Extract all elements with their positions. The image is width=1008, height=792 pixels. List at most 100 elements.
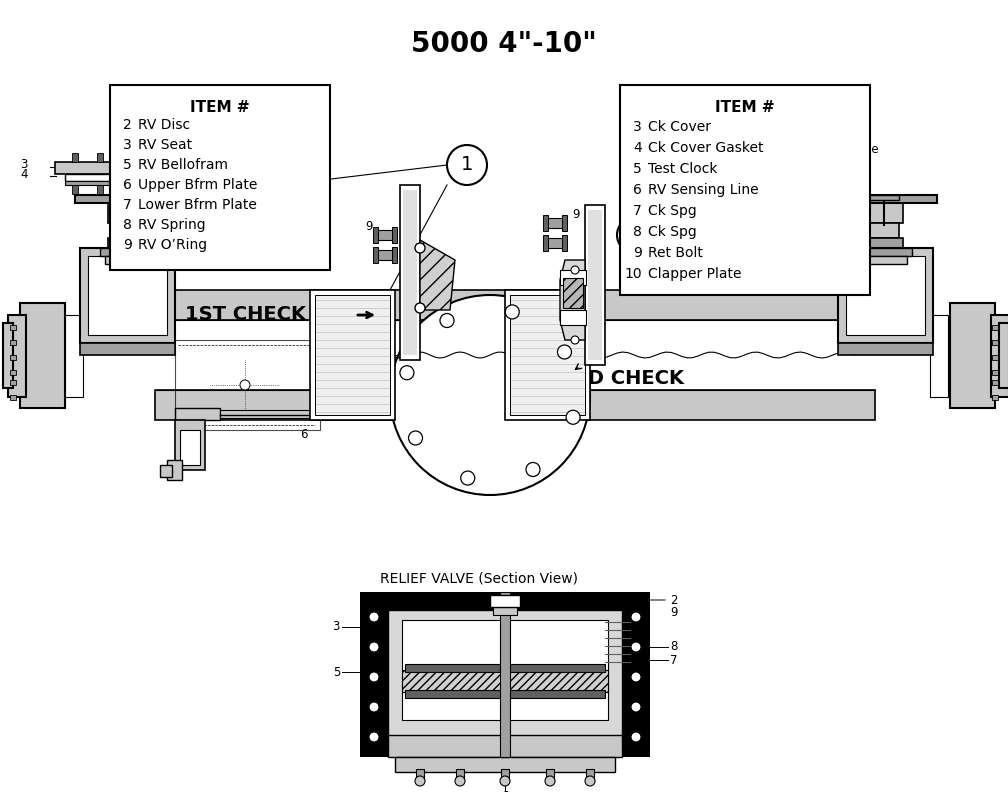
Bar bbox=[72, 153, 78, 162]
Bar bbox=[65, 181, 230, 185]
Bar bbox=[992, 340, 998, 345]
Circle shape bbox=[440, 314, 454, 328]
Text: 8: 8 bbox=[123, 218, 132, 232]
Text: 2: 2 bbox=[123, 118, 132, 132]
Bar bbox=[490, 595, 520, 607]
Text: 2: 2 bbox=[629, 226, 641, 244]
Bar bbox=[10, 395, 16, 400]
Text: ITEM #: ITEM # bbox=[716, 100, 775, 115]
Bar bbox=[562, 235, 566, 251]
Text: 8 Ck Spg: 8 Ck Spg bbox=[780, 106, 833, 120]
Text: 5000 4"-10": 5000 4"-10" bbox=[411, 30, 597, 58]
Bar bbox=[545, 218, 563, 228]
Bar bbox=[620, 85, 870, 295]
Text: 6: 6 bbox=[633, 183, 642, 197]
Bar bbox=[392, 247, 397, 263]
Text: 9: 9 bbox=[633, 246, 642, 260]
Bar bbox=[287, 132, 319, 137]
Bar bbox=[80, 248, 175, 343]
Bar bbox=[108, 203, 146, 223]
Text: Clapper Plate: Clapper Plate bbox=[648, 267, 742, 281]
Circle shape bbox=[390, 295, 590, 495]
Bar bbox=[395, 757, 615, 772]
Text: Upper Bfrm Plate: Upper Bfrm Plate bbox=[138, 178, 257, 192]
Bar bbox=[950, 303, 995, 408]
Bar bbox=[155, 320, 875, 390]
Bar bbox=[992, 395, 998, 400]
Bar bbox=[122, 153, 128, 162]
Circle shape bbox=[415, 243, 425, 253]
Bar bbox=[400, 185, 420, 360]
Bar bbox=[105, 256, 150, 264]
Bar bbox=[585, 205, 605, 365]
Circle shape bbox=[631, 612, 641, 622]
Bar bbox=[373, 247, 378, 263]
Text: 2: 2 bbox=[670, 593, 677, 607]
Bar bbox=[175, 420, 205, 470]
Text: Lower Bfrm Plate: Lower Bfrm Plate bbox=[138, 198, 257, 212]
Text: 5: 5 bbox=[333, 665, 340, 679]
Text: 5: 5 bbox=[320, 124, 328, 136]
Text: RV Seat: RV Seat bbox=[138, 138, 193, 152]
Circle shape bbox=[571, 266, 579, 274]
Bar bbox=[560, 310, 586, 325]
Bar bbox=[202, 185, 208, 194]
Bar bbox=[500, 592, 510, 757]
Circle shape bbox=[415, 776, 425, 786]
Bar bbox=[97, 153, 103, 162]
Bar bbox=[586, 769, 594, 781]
Bar bbox=[992, 325, 998, 330]
Circle shape bbox=[631, 672, 641, 682]
Bar bbox=[838, 343, 933, 355]
Text: 3: 3 bbox=[20, 158, 27, 172]
Bar bbox=[865, 238, 903, 248]
Bar bbox=[110, 85, 330, 270]
Text: ITEM #: ITEM # bbox=[191, 100, 250, 115]
Bar bbox=[846, 256, 925, 335]
Bar bbox=[832, 195, 937, 203]
Text: 7: 7 bbox=[633, 204, 642, 218]
Bar bbox=[505, 290, 590, 420]
Text: Test Clock: Test Clock bbox=[648, 162, 718, 176]
Circle shape bbox=[369, 642, 379, 652]
Bar bbox=[310, 290, 395, 420]
Circle shape bbox=[585, 776, 595, 786]
Bar bbox=[930, 315, 948, 397]
Bar bbox=[108, 238, 146, 248]
Circle shape bbox=[461, 471, 475, 485]
Text: 9: 9 bbox=[123, 238, 132, 252]
Bar bbox=[3, 323, 13, 388]
Text: 8: 8 bbox=[633, 225, 642, 239]
Text: 9: 9 bbox=[670, 606, 677, 619]
Text: 9 Ret Bolt: 9 Ret Bolt bbox=[780, 124, 838, 138]
Bar bbox=[546, 769, 554, 781]
Circle shape bbox=[415, 303, 425, 313]
Bar bbox=[72, 185, 78, 194]
Bar bbox=[180, 430, 200, 465]
Text: 4: 4 bbox=[633, 141, 642, 155]
Bar bbox=[392, 227, 397, 243]
Polygon shape bbox=[560, 260, 585, 340]
Bar bbox=[992, 370, 998, 375]
Circle shape bbox=[631, 732, 641, 742]
Bar bbox=[65, 174, 230, 181]
Bar bbox=[220, 410, 350, 418]
Circle shape bbox=[557, 345, 572, 359]
Text: RV O’Ring: RV O’Ring bbox=[138, 238, 207, 252]
Text: 5 Test Cock: 5 Test Cock bbox=[635, 124, 702, 138]
Text: 5: 5 bbox=[633, 162, 642, 176]
Circle shape bbox=[526, 463, 540, 477]
Text: 10: 10 bbox=[538, 353, 552, 367]
Text: 9: 9 bbox=[572, 208, 580, 222]
Bar bbox=[403, 190, 417, 355]
Bar bbox=[838, 248, 933, 343]
Bar bbox=[562, 215, 566, 231]
Bar bbox=[160, 465, 172, 477]
Text: Ck Cover Gasket: Ck Cover Gasket bbox=[648, 141, 763, 155]
Text: 7: 7 bbox=[670, 653, 677, 667]
Text: 3: 3 bbox=[123, 138, 132, 152]
Circle shape bbox=[447, 145, 487, 185]
Text: 10: 10 bbox=[360, 348, 375, 361]
Bar bbox=[112, 223, 142, 238]
Text: 6: 6 bbox=[501, 790, 509, 792]
